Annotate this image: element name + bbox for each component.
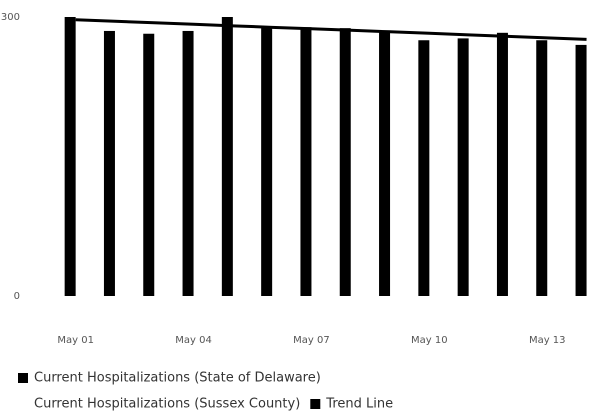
bar (64, 17, 76, 296)
legend-swatch (18, 399, 28, 409)
legend-swatch (18, 373, 28, 383)
bar (143, 33, 155, 297)
x-tick-label: May 10 (411, 335, 448, 346)
bar (575, 44, 587, 297)
legend-label: Trend Line (325, 397, 393, 412)
legend-swatch (310, 399, 321, 409)
y-tick-label: 300 (1, 12, 20, 23)
bar (182, 30, 194, 296)
bar (103, 30, 115, 296)
bar (339, 28, 351, 296)
bar (221, 17, 233, 296)
bar (261, 28, 273, 296)
x-tick-label: May 07 (293, 335, 330, 346)
trend-line (75, 18, 587, 41)
legend-label: Current Hospitalizations (Sussex County) (34, 397, 300, 412)
x-tick-label: May 04 (175, 335, 212, 346)
bar (496, 32, 508, 297)
bar (536, 40, 548, 296)
legend-label: Current Hospitalizations (State of Delaw… (34, 371, 321, 386)
bar (418, 40, 430, 296)
bar (300, 27, 312, 296)
x-tick-label: May 13 (529, 335, 566, 346)
y-tick-label: 0 (14, 291, 20, 302)
bar (457, 38, 469, 296)
bar (379, 30, 391, 296)
x-tick-label: May 01 (57, 335, 94, 346)
